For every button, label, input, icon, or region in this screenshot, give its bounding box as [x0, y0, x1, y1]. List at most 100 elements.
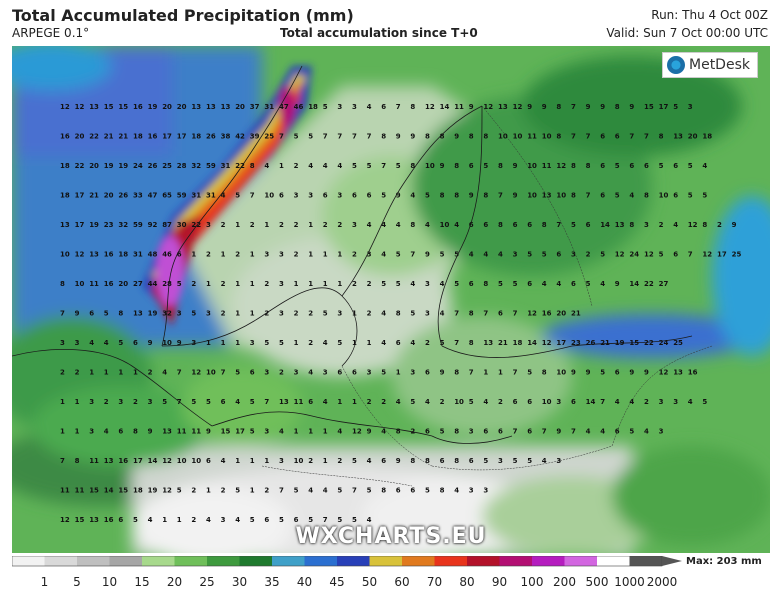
- precip-value: 7: [454, 310, 459, 318]
- precip-value: 9: [396, 192, 401, 200]
- precip-value: 3: [352, 103, 357, 111]
- precip-value: 7: [600, 398, 605, 406]
- precip-value: 3: [221, 516, 226, 524]
- precip-value: 9: [440, 162, 445, 170]
- precip-value: 5: [542, 251, 547, 259]
- precip-value: 3: [60, 339, 65, 347]
- precip-value: 5: [294, 487, 299, 495]
- value-row: 18 22 20 19 19 24 26 25 28 32 59 31 22 8 4 1 2 4 4 4 5 5 7 5 8 10…: [60, 162, 707, 170]
- precip-value: 12: [688, 221, 698, 229]
- precip-value: 17: [133, 457, 143, 465]
- precip-value: 8: [556, 103, 561, 111]
- precip-value: 1: [60, 398, 65, 406]
- precip-value: 7: [410, 251, 415, 259]
- precip-value: 5: [279, 339, 284, 347]
- precip-value: 16: [542, 310, 552, 318]
- legend-tick-label: 5: [73, 575, 81, 589]
- precip-value: 4: [381, 310, 386, 318]
- precip-value: 3: [337, 310, 342, 318]
- precip-value: 8: [440, 487, 445, 495]
- precip-value: 8: [440, 192, 445, 200]
- precip-value: 7: [571, 133, 576, 141]
- precip-value: 3: [556, 398, 561, 406]
- precip-value: 1: [75, 428, 80, 436]
- precip-value: 15: [644, 103, 654, 111]
- precip-value: 3: [483, 487, 488, 495]
- precip-value: 7: [381, 162, 386, 170]
- precip-value: 7: [498, 192, 503, 200]
- precip-value: 19: [89, 221, 99, 229]
- precip-value: 4: [454, 221, 459, 229]
- precip-value: 9: [571, 369, 576, 377]
- precip-value: 7: [352, 133, 357, 141]
- precip-value: 18: [60, 162, 70, 170]
- precip-value: 8: [410, 221, 415, 229]
- precip-value: 19: [148, 487, 158, 495]
- precip-value: 18: [191, 133, 201, 141]
- precip-value: 9: [513, 192, 518, 200]
- precip-value: 1: [250, 457, 255, 465]
- precip-value: 5: [323, 103, 328, 111]
- precip-value: 2: [191, 516, 196, 524]
- precip-value: 8: [440, 133, 445, 141]
- precip-value: 4: [235, 516, 240, 524]
- precip-value: 9: [148, 428, 153, 436]
- precip-value: 4: [469, 251, 474, 259]
- precip-value: 9: [469, 192, 474, 200]
- precip-value: 4: [556, 280, 561, 288]
- precip-value: 5: [294, 133, 299, 141]
- precip-value: 4: [483, 251, 488, 259]
- precip-value: 2: [586, 251, 591, 259]
- precip-value: 9: [177, 339, 182, 347]
- precip-value: 18: [118, 251, 128, 259]
- precip-value: 7: [542, 428, 547, 436]
- precip-value: 8: [542, 369, 547, 377]
- precip-value: 2: [294, 221, 299, 229]
- legend-tick-label: 10: [102, 575, 117, 589]
- precip-value: 8: [425, 457, 430, 465]
- precip-value: 4: [221, 457, 226, 465]
- precip-value: 24: [133, 162, 143, 170]
- precip-value: 1: [60, 428, 65, 436]
- precip-value: 4: [381, 339, 386, 347]
- precip-value: 7: [586, 133, 591, 141]
- precip-value: 32: [118, 221, 128, 229]
- precip-value: 1: [308, 221, 313, 229]
- precip-value: 5: [600, 369, 605, 377]
- precip-value: 17: [659, 103, 669, 111]
- precip-value: 20: [104, 192, 114, 200]
- precip-value: 6: [498, 310, 503, 318]
- precip-value: 59: [177, 192, 187, 200]
- legend-tick-label: 70: [427, 575, 442, 589]
- run-time: Run: Thu 4 Oct 00Z: [651, 8, 768, 22]
- precip-value: 5: [381, 192, 386, 200]
- precip-value: 14: [527, 339, 537, 347]
- precip-value: 17: [75, 221, 85, 229]
- legend-svg: 1 5 10 15 20 25 30 35 40 45 50 60 70 80 90 100 200 500 100…: [11, 555, 682, 589]
- precip-value: 7: [367, 133, 372, 141]
- precip-value: 1: [89, 369, 94, 377]
- precip-value: 3: [250, 339, 255, 347]
- precip-value: 1: [191, 251, 196, 259]
- value-row: 1 1 3 4 6 8 9 13 11 11 9 15 17 5 3 4 1 1 1 4 12 9 4 8 2 6 5 8 3 6 6 7 6 7…: [60, 428, 664, 436]
- precip-value: 8: [60, 280, 65, 288]
- precip-value: 3: [89, 428, 94, 436]
- precip-value: 2: [250, 221, 255, 229]
- precip-value: 12: [556, 162, 566, 170]
- precip-value: 18: [308, 103, 318, 111]
- precip-value: 4: [104, 428, 109, 436]
- precip-value: 1: [396, 369, 401, 377]
- precip-value: 16: [104, 280, 114, 288]
- precip-value: 12: [162, 487, 172, 495]
- precip-value: 2: [191, 487, 196, 495]
- legend-swatch: [369, 556, 403, 566]
- precip-value: 3: [75, 339, 80, 347]
- precip-value: 10: [191, 457, 201, 465]
- precip-value: 11: [454, 103, 464, 111]
- precip-value: 10: [177, 457, 187, 465]
- precip-value: 21: [118, 133, 128, 141]
- precip-value: 15: [118, 103, 128, 111]
- precip-value: 3: [323, 369, 328, 377]
- precip-value: 2: [294, 162, 299, 170]
- precip-value: 12: [60, 516, 70, 524]
